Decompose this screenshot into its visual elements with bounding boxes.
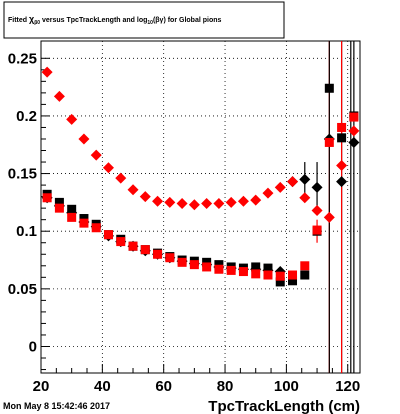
black-square-marker xyxy=(300,270,310,280)
black-square-marker xyxy=(214,260,224,270)
grid xyxy=(41,41,360,373)
title-log-subscript: 10 xyxy=(147,20,153,26)
red-square-marker xyxy=(288,270,298,280)
black-square-marker xyxy=(324,83,334,93)
red-square-marker xyxy=(349,112,359,122)
red-square-marker xyxy=(251,269,261,279)
red-diamond-marker xyxy=(250,194,262,206)
red-square-marker xyxy=(238,267,248,277)
red-diamond-marker xyxy=(53,90,65,102)
x-tick-label: 80 xyxy=(217,378,234,395)
y-tick-label: 0.2 xyxy=(16,108,37,125)
red-diamond-marker xyxy=(336,160,348,171)
timestamp: Mon May 8 15:42:46 2017 xyxy=(3,401,110,411)
y-tick-label: 0.05 xyxy=(8,281,37,298)
black-square-marker xyxy=(251,262,261,272)
red-diamond-marker xyxy=(66,113,78,125)
title-chi-symbol: χ xyxy=(29,14,35,24)
red-diamond-marker xyxy=(90,149,102,161)
x-tick-label: 100 xyxy=(274,378,299,395)
title-prefix: Fitted xyxy=(8,17,29,24)
red-diamond-marker xyxy=(287,176,299,188)
red-diamond-marker xyxy=(78,133,90,145)
title-box xyxy=(3,1,285,39)
red-diamond-marker xyxy=(237,195,249,207)
red-diamond-marker xyxy=(139,191,151,203)
red-diamond-marker xyxy=(41,66,53,78)
black-square-marker xyxy=(54,197,64,207)
red-diamond-marker xyxy=(225,196,237,208)
red-diamond-marker xyxy=(274,181,286,193)
red-diamond-marker xyxy=(201,198,213,210)
y-tick-label: 0.25 xyxy=(8,50,37,67)
x-axis-title: TpcTrackLength (cm) xyxy=(208,398,360,414)
x-tick-label: 40 xyxy=(94,378,111,395)
x-tick-label: 20 xyxy=(33,378,50,395)
red-diamond-marker xyxy=(348,125,360,137)
red-square-marker xyxy=(116,237,126,247)
black-diamond-marker xyxy=(299,173,311,185)
error-bars xyxy=(304,41,355,373)
red-diamond-marker xyxy=(213,198,225,210)
black-square-marker xyxy=(79,214,89,224)
title-middle: versus TpcTrackLength and log xyxy=(40,17,147,24)
red-square-marker xyxy=(153,249,163,259)
red-square-marker xyxy=(324,137,334,147)
red-square-marker xyxy=(177,257,187,267)
red-square-marker xyxy=(67,212,77,222)
red-square-marker xyxy=(103,230,113,240)
red-square-marker xyxy=(214,264,224,274)
red-diamond-marker xyxy=(164,196,176,208)
red-diamond-marker xyxy=(115,172,127,184)
red-square-marker xyxy=(226,265,236,275)
title-chi-subscript: β0 xyxy=(34,20,40,26)
red-diamond-marker xyxy=(176,198,188,210)
red-diamond-marker xyxy=(262,187,274,199)
red-square-marker xyxy=(42,193,52,203)
x-tick-label: 60 xyxy=(155,378,172,395)
y-tick-label: 0.1 xyxy=(16,223,37,240)
y-tick-label: 0 xyxy=(29,338,37,355)
red-square-marker xyxy=(189,260,199,270)
red-diamond-marker xyxy=(102,162,114,174)
data-markers xyxy=(41,66,360,287)
red-square-marker xyxy=(337,122,347,132)
red-square-marker xyxy=(140,245,150,255)
black-square-marker xyxy=(337,133,347,143)
red-square-marker xyxy=(165,253,175,263)
red-square-marker xyxy=(312,225,322,235)
red-diamond-marker xyxy=(323,211,335,223)
red-square-marker xyxy=(91,223,101,233)
black-square-marker xyxy=(67,204,77,214)
chart-title: Fitted χβ0 versus TpcTrackLength and log… xyxy=(8,14,221,26)
red-square-marker xyxy=(79,218,89,228)
black-diamond-marker xyxy=(336,176,348,188)
y-tick-label: 0.15 xyxy=(8,166,37,183)
title-suffix: (βγ) for Global pions xyxy=(153,17,222,24)
red-square-marker xyxy=(128,241,138,251)
black-diamond-marker xyxy=(348,136,360,148)
black-square-marker xyxy=(288,276,298,286)
red-diamond-marker xyxy=(311,204,323,216)
axes: 20 40 60 80 100 120 0 0.05 0.1 0.15 0.2 0.25 xyxy=(8,50,360,395)
red-square-marker xyxy=(263,270,273,280)
red-square-marker xyxy=(202,262,212,272)
red-square-marker xyxy=(54,203,64,213)
x-tick-label: 120 xyxy=(335,378,360,395)
black-square-marker xyxy=(275,277,285,287)
plot-frame xyxy=(40,40,361,374)
red-square-marker xyxy=(300,261,310,271)
black-square-marker xyxy=(202,257,212,267)
black-diamond-marker xyxy=(311,181,323,193)
red-diamond-marker xyxy=(152,195,164,207)
red-square-marker xyxy=(275,271,285,281)
black-square-marker xyxy=(263,263,273,273)
red-diamond-marker xyxy=(188,199,200,211)
red-diamond-marker xyxy=(299,192,311,204)
red-diamond-marker xyxy=(127,184,139,196)
